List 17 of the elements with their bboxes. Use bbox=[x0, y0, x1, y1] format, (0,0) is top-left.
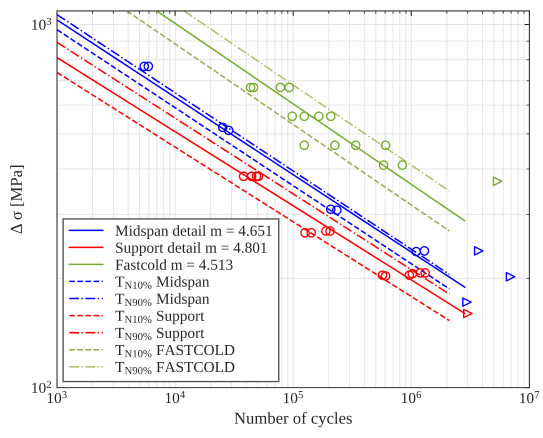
legend-label: T$_{N90%}$ Support bbox=[115, 328, 204, 342]
x-tick-label: 10$^{7}$ bbox=[520, 391, 540, 404]
legend-label: T$_{N10%}$ Support bbox=[115, 310, 204, 324]
legend-label: T$_{N10%}$ Midspan bbox=[115, 276, 210, 290]
legend-label: T$_{N10%}$ FASTCOLD bbox=[115, 344, 234, 358]
y-axis-title: Δ σ [MPa] bbox=[10, 166, 24, 234]
y-tick-label: 10$^{2}$ bbox=[32, 380, 52, 394]
x-tick-label: 10$^{5}$ bbox=[284, 391, 303, 404]
x-tick-label: 10$^{6}$ bbox=[402, 391, 422, 404]
x-axis-title: Number of cycles bbox=[234, 412, 352, 428]
x-tick-label: 10$^{3}$ bbox=[48, 391, 67, 404]
x-tick-label: 10$^{4}$ bbox=[166, 391, 186, 404]
legend-label: Support detail m = 4.801 bbox=[116, 242, 267, 256]
legend-label: Midspan detail m = 4.651 bbox=[116, 225, 272, 239]
legend-label: T$_{N90%}$ Midspan bbox=[115, 293, 210, 307]
legend-label: Fastcold m = 4.513 bbox=[116, 259, 233, 270]
legend-label: T$_{N90%}$ FASTCOLD bbox=[115, 362, 234, 374]
